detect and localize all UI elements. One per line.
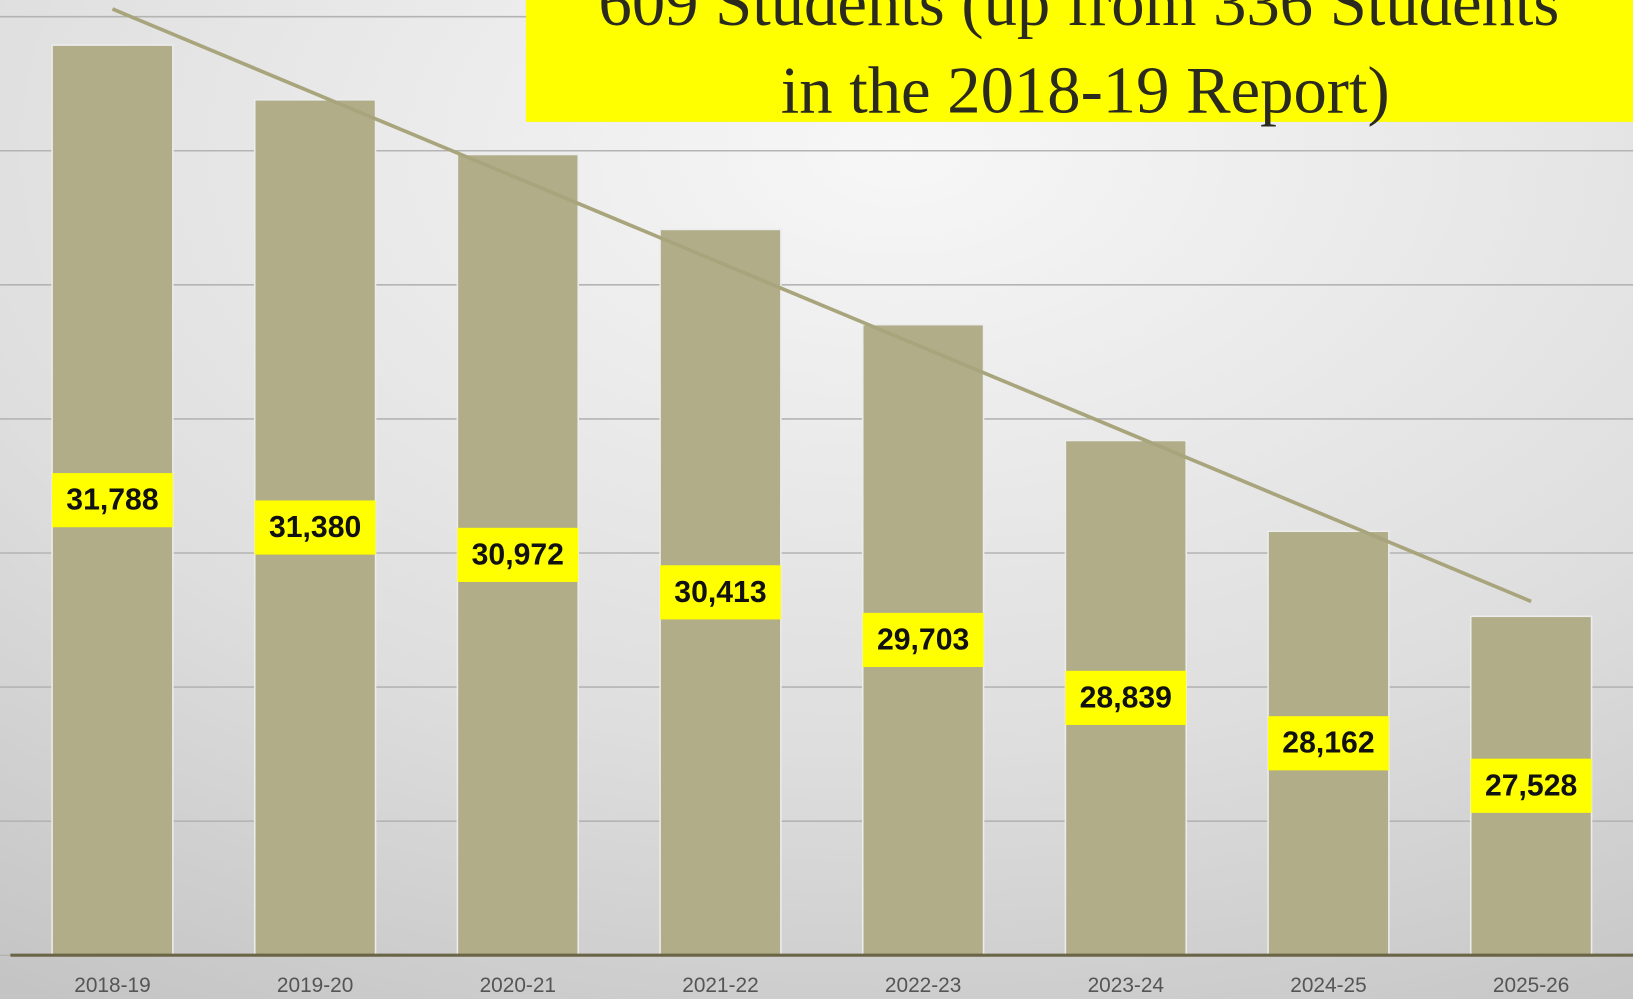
value-label: 31,380 [269,511,361,544]
value-label-box [52,473,173,528]
value-label: 29,703 [877,623,969,656]
value-label: 28,839 [1080,681,1172,714]
value-label-box [660,565,781,620]
value-label: 31,788 [66,484,158,517]
value-label: 27,528 [1485,769,1577,802]
value-label-box [1470,758,1592,813]
x-tick-label: 2024-25 [1290,974,1366,997]
x-tick-label: 2020-21 [480,974,556,997]
x-tick-label: 2025-26 [1493,974,1569,997]
chart-title-line: 609 Students (up from 336 Students [599,0,1560,40]
x-tick-label: 2019-20 [277,974,353,997]
value-label-box [1268,716,1389,771]
x-tick-label: 2021-22 [682,974,758,997]
x-tick-label: 2023-24 [1088,974,1164,997]
x-tick-label: 2022-23 [885,974,961,997]
value-label-box [254,500,376,555]
labels: 2018-19 31,788 2019-20 31,380 2020-21 30,972 2… [10,473,1633,997]
value-label-box [862,612,984,668]
value-label-box [1065,670,1187,725]
title-box [525,0,1633,122]
value-label: 30,413 [674,576,766,609]
value-label: 30,972 [472,538,564,571]
trend-group [111,7,1532,604]
value-label: 28,162 [1282,727,1374,760]
trend-line [111,7,1532,604]
x-tick-label: 2018-19 [74,974,150,997]
value-label-box [457,527,579,582]
chart-title-line: in the 2018-19 Report) [781,54,1390,127]
